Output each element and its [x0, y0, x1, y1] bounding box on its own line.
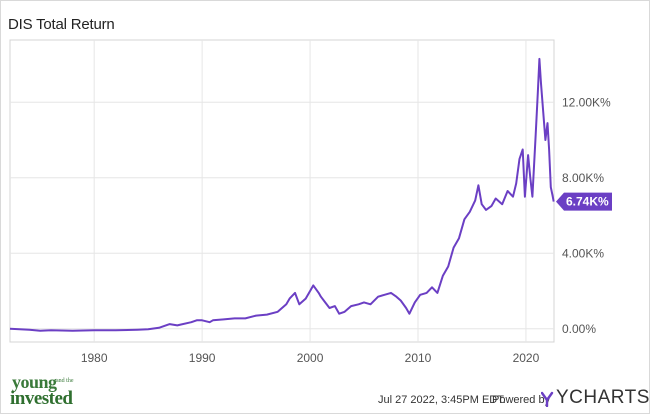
last-value-tag: 6.74K%	[556, 192, 612, 211]
last-value-label: 6.74K%	[566, 195, 609, 209]
footer-timestamp: Jul 27 2022, 3:45PM EDT.	[378, 394, 506, 406]
y-tick-label: 8.00K%	[562, 171, 604, 185]
x-tick-label: 2010	[405, 351, 432, 365]
powered-by-label: Powered by	[492, 394, 551, 406]
logo-line-2: and the	[56, 378, 74, 384]
y-tick-label: 12.00K%	[562, 95, 611, 109]
x-tick-label: 1990	[189, 351, 216, 365]
y-tick-label: 4.00K%	[562, 246, 604, 260]
young-and-the-invested-logo: young and the invested	[8, 372, 88, 410]
ycharts-brand: YCHARTS	[556, 387, 650, 408]
logo-line-1: young	[12, 372, 57, 392]
logo-line-3: invested	[10, 388, 73, 409]
ycharts-y-icon	[541, 391, 554, 407]
x-tick-label: 2020	[513, 351, 540, 365]
series-line	[9, 57, 555, 332]
chart-title: DIS Total Return	[8, 16, 115, 33]
plot-area-border	[9, 39, 555, 343]
x-tick-label: 2000	[297, 351, 324, 365]
y-tick-label: 0.00%	[562, 322, 596, 336]
x-tick-label: 1980	[81, 351, 108, 365]
